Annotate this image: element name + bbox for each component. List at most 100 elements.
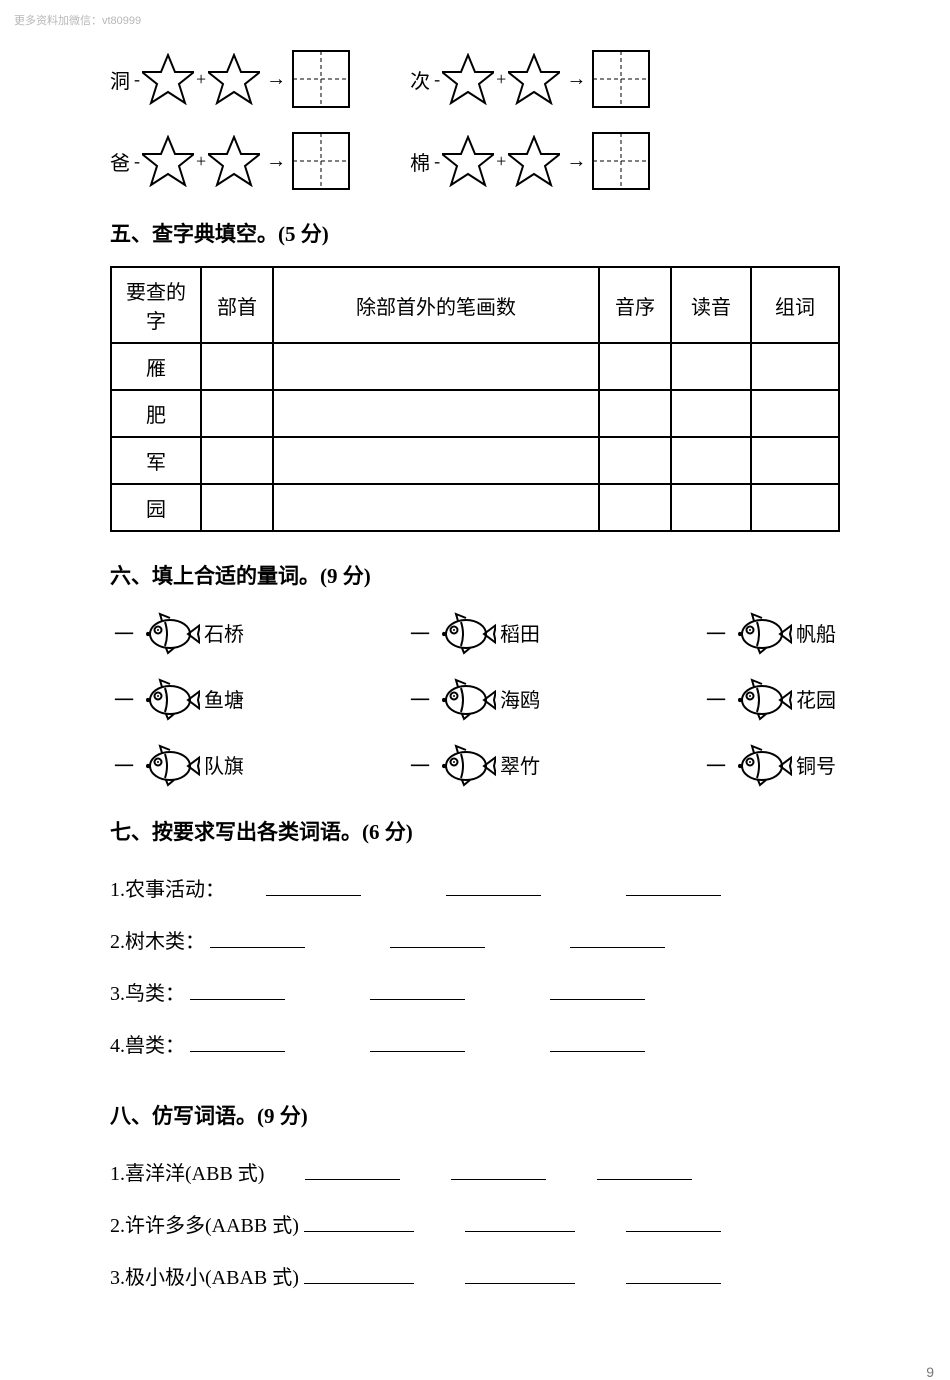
answer-blank[interactable] <box>626 878 721 896</box>
fish-icon[interactable] <box>432 740 496 788</box>
answer-cell[interactable] <box>201 437 273 484</box>
fish-icon[interactable] <box>136 740 200 788</box>
star-icon <box>208 135 260 187</box>
answer-cell[interactable] <box>273 437 599 484</box>
answer-blank[interactable] <box>550 982 645 1000</box>
one-char: 一 <box>114 618 134 647</box>
answer-cell[interactable] <box>751 343 839 390</box>
noun: 翠竹 <box>500 750 540 779</box>
plus-sign: + <box>196 69 206 90</box>
star-icon <box>208 53 260 105</box>
answer-blank[interactable] <box>626 1214 721 1232</box>
star-icon <box>442 53 494 105</box>
answer-gridbox[interactable] <box>292 132 350 190</box>
arrow-icon: → <box>266 150 286 173</box>
answer-cell[interactable] <box>751 437 839 484</box>
section-6-title: 六、填上合适的量词。(9 分) <box>110 560 840 590</box>
answer-blank[interactable] <box>626 1266 721 1284</box>
col-header: 要查的字 <box>111 267 201 343</box>
answer-cell[interactable] <box>599 484 671 531</box>
list-item: 3.鸟类： <box>110 968 840 1020</box>
fish-item: 一 翠竹 <box>410 740 540 788</box>
noun: 帆船 <box>796 618 836 647</box>
answer-cell[interactable] <box>671 390 751 437</box>
fish-row: 一 石桥 一 稻田 一 帆船 <box>110 608 840 656</box>
item-label: 极小极小(ABAB 式) <box>125 1267 299 1289</box>
item-num: 4. <box>110 1035 125 1057</box>
item-num: 1. <box>110 1163 125 1185</box>
page-number: 9 <box>0 1364 934 1380</box>
answer-blank[interactable] <box>451 1162 546 1180</box>
fish-icon[interactable] <box>136 608 200 656</box>
answer-blank[interactable] <box>465 1266 575 1284</box>
answer-blank[interactable] <box>266 878 361 896</box>
fish-icon[interactable] <box>432 608 496 656</box>
answer-cell[interactable] <box>671 484 751 531</box>
list-item: 2.树木类： <box>110 916 840 968</box>
answer-blank[interactable] <box>305 1162 400 1180</box>
answer-blank[interactable] <box>190 1034 285 1052</box>
noun: 石桥 <box>204 618 244 647</box>
fish-row: 一 队旗 一 翠竹 一 铜号 <box>110 740 840 788</box>
answer-blank[interactable] <box>465 1214 575 1232</box>
answer-blank[interactable] <box>390 930 485 948</box>
answer-cell[interactable] <box>201 484 273 531</box>
star-icon <box>442 135 494 187</box>
answer-blank[interactable] <box>446 878 541 896</box>
item-num: 3. <box>110 1267 125 1289</box>
answer-cell[interactable] <box>599 437 671 484</box>
answer-blank[interactable] <box>304 1214 414 1232</box>
answer-cell[interactable] <box>671 343 751 390</box>
answer-blank[interactable] <box>304 1266 414 1284</box>
fish-icon[interactable] <box>728 674 792 722</box>
answer-blank[interactable] <box>370 1034 465 1052</box>
one-char: 一 <box>410 618 430 647</box>
answer-blank[interactable] <box>570 930 665 948</box>
answer-cell[interactable] <box>671 437 751 484</box>
fish-item: 一 帆船 <box>706 608 836 656</box>
star-icon <box>508 53 560 105</box>
answer-blank[interactable] <box>210 930 305 948</box>
answer-cell[interactable] <box>273 484 599 531</box>
fish-item: 一 铜号 <box>706 740 836 788</box>
table-header-row: 要查的字 部首 除部首外的笔画数 音序 读音 组词 <box>111 267 839 343</box>
fish-icon[interactable] <box>432 674 496 722</box>
list-item: 2.许许多多(AABB 式) <box>110 1200 840 1252</box>
fish-icon[interactable] <box>728 740 792 788</box>
list-item: 3.极小极小(ABAB 式) <box>110 1252 840 1304</box>
answer-cell[interactable] <box>751 390 839 437</box>
arrow-icon: → <box>566 150 586 173</box>
fish-icon[interactable] <box>136 674 200 722</box>
item-num: 2. <box>110 931 125 953</box>
minus-sign: - <box>434 151 440 172</box>
starbox-row: 爸- + → <box>110 132 350 190</box>
table-row: 园 <box>111 484 839 531</box>
answer-blank[interactable] <box>370 982 465 1000</box>
section-7-items: 1.农事活动： 2.树木类： 3.鸟类： 4.兽类： <box>110 864 840 1072</box>
item-label: 鸟类： <box>125 983 185 1005</box>
item-label: 喜洋洋(ABB 式) <box>125 1163 264 1185</box>
answer-blank[interactable] <box>550 1034 645 1052</box>
answer-cell[interactable] <box>273 390 599 437</box>
list-item: 4.兽类： <box>110 1020 840 1072</box>
answer-blank[interactable] <box>190 982 285 1000</box>
answer-blank[interactable] <box>597 1162 692 1180</box>
source-char: 洞 <box>110 65 130 94</box>
answer-gridbox[interactable] <box>292 50 350 108</box>
lookup-char: 园 <box>111 484 201 531</box>
fish-icon[interactable] <box>728 608 792 656</box>
answer-cell[interactable] <box>201 390 273 437</box>
watermark: 更多资料加微信：vt80999 <box>14 12 141 28</box>
source-char: 棉 <box>410 147 430 176</box>
answer-cell[interactable] <box>599 343 671 390</box>
answer-cell[interactable] <box>201 343 273 390</box>
item-label: 兽类： <box>125 1035 185 1057</box>
answer-cell[interactable] <box>751 484 839 531</box>
answer-cell[interactable] <box>599 390 671 437</box>
answer-gridbox[interactable] <box>592 50 650 108</box>
noun: 花园 <box>796 684 836 713</box>
col-header: 读音 <box>671 267 751 343</box>
source-char: 次 <box>410 65 430 94</box>
answer-gridbox[interactable] <box>592 132 650 190</box>
answer-cell[interactable] <box>273 343 599 390</box>
